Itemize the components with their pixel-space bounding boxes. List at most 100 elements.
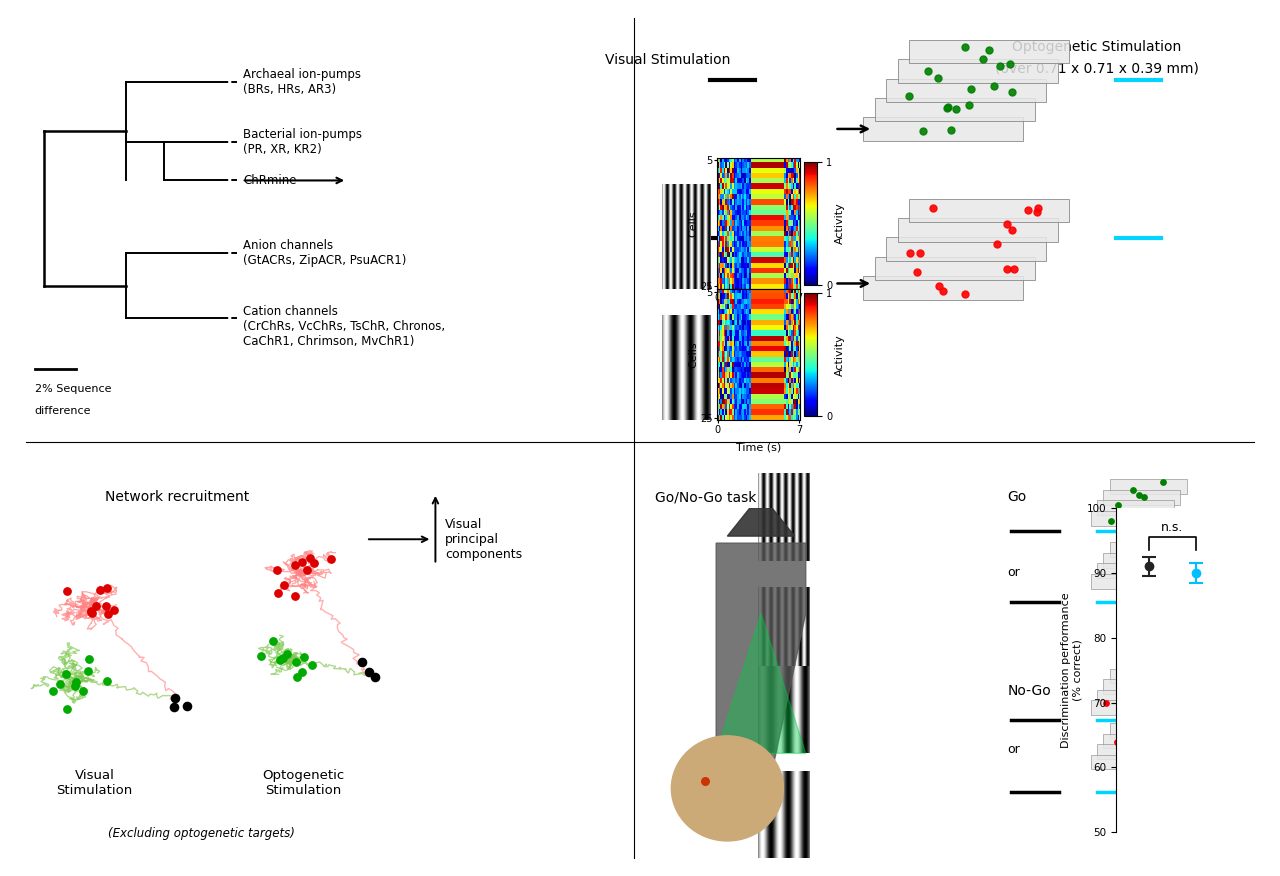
FancyBboxPatch shape xyxy=(1103,679,1180,694)
Point xyxy=(1128,754,1148,768)
Point xyxy=(1157,724,1178,738)
Point xyxy=(955,39,975,53)
Point xyxy=(973,52,993,66)
Point xyxy=(1151,680,1171,694)
FancyBboxPatch shape xyxy=(899,60,1059,83)
Text: Visual Stimulation: Visual Stimulation xyxy=(605,53,731,67)
Point xyxy=(104,604,124,618)
Point xyxy=(284,558,305,572)
Text: (Excluding optogenetic targets): (Excluding optogenetic targets) xyxy=(109,827,296,840)
Y-axis label: Activity: Activity xyxy=(836,202,845,244)
Point xyxy=(81,605,101,619)
Point xyxy=(946,102,966,117)
FancyBboxPatch shape xyxy=(1091,755,1167,769)
Point xyxy=(365,670,385,684)
Point xyxy=(1120,569,1140,583)
Point xyxy=(1114,507,1134,521)
Point xyxy=(1114,505,1134,519)
Point xyxy=(1152,476,1172,490)
Point xyxy=(1123,483,1143,497)
Point xyxy=(1112,689,1133,703)
Point xyxy=(1106,735,1126,749)
Point xyxy=(164,700,184,714)
FancyBboxPatch shape xyxy=(910,40,1070,63)
Y-axis label: Activity: Activity xyxy=(836,334,845,376)
Text: Anion channels
(GtACRs, ZipACR, PsuACR1): Anion channels (GtACRs, ZipACR, PsuACR1) xyxy=(243,239,406,267)
Point xyxy=(996,217,1016,231)
Point xyxy=(1000,57,1020,71)
Point xyxy=(273,651,293,665)
Point xyxy=(937,101,957,115)
Text: or: or xyxy=(1007,743,1020,756)
FancyBboxPatch shape xyxy=(886,237,1047,261)
FancyBboxPatch shape xyxy=(1097,500,1174,515)
Point xyxy=(300,551,320,565)
Y-axis label: Discrimination performance
(% correct): Discrimination performance (% correct) xyxy=(1061,592,1083,748)
FancyBboxPatch shape xyxy=(1103,553,1180,568)
Point xyxy=(984,79,1005,93)
Text: or: or xyxy=(1007,567,1020,579)
FancyBboxPatch shape xyxy=(876,98,1036,122)
FancyBboxPatch shape xyxy=(1091,574,1167,589)
Point xyxy=(1028,201,1048,215)
Point xyxy=(293,650,314,664)
Text: No-Go: No-Go xyxy=(1007,683,1051,697)
Point xyxy=(352,655,372,669)
Point xyxy=(991,60,1011,74)
Point xyxy=(78,664,99,678)
Point xyxy=(358,666,379,680)
Point xyxy=(1152,720,1172,734)
Point xyxy=(1111,553,1132,567)
Point xyxy=(165,691,186,705)
Point xyxy=(1121,745,1142,759)
Point xyxy=(274,577,294,591)
Point xyxy=(86,599,106,613)
Point xyxy=(285,655,306,669)
FancyBboxPatch shape xyxy=(1097,689,1174,704)
Text: Visual
Stimulation: Visual Stimulation xyxy=(56,769,133,797)
Point xyxy=(955,287,975,301)
FancyBboxPatch shape xyxy=(1110,724,1187,738)
Text: Cation channels
(CrChRs, VcChRs, TsChR, Chronos,
CaChR1, Chrimson, MvChR1): Cation channels (CrChRs, VcChRs, TsChR, … xyxy=(243,305,445,348)
Point xyxy=(961,82,982,96)
Point xyxy=(900,246,920,260)
FancyBboxPatch shape xyxy=(1110,542,1187,557)
Point xyxy=(928,279,948,293)
FancyBboxPatch shape xyxy=(1097,745,1174,759)
Point xyxy=(58,584,78,598)
FancyBboxPatch shape xyxy=(899,218,1059,242)
Text: difference: difference xyxy=(35,406,91,416)
Point xyxy=(918,64,938,78)
Point xyxy=(1123,687,1143,701)
FancyBboxPatch shape xyxy=(864,117,1024,141)
Point xyxy=(899,88,919,102)
FancyBboxPatch shape xyxy=(864,276,1024,300)
Point xyxy=(1116,735,1137,749)
Point xyxy=(276,647,297,661)
Point xyxy=(78,653,99,667)
Point xyxy=(284,590,305,604)
Point xyxy=(1124,744,1144,758)
Point xyxy=(302,658,323,672)
Point xyxy=(959,98,979,112)
Point xyxy=(937,101,957,115)
Point xyxy=(1018,203,1038,217)
Point xyxy=(266,563,287,577)
Point xyxy=(1148,667,1169,681)
Point xyxy=(262,634,283,648)
Point xyxy=(987,237,1007,251)
Text: Optogenetic
Stimulation: Optogenetic Stimulation xyxy=(262,769,344,797)
FancyBboxPatch shape xyxy=(1097,563,1174,578)
Y-axis label: Cells: Cells xyxy=(689,210,699,237)
Point xyxy=(297,563,317,577)
Point xyxy=(997,262,1018,276)
Point xyxy=(1027,205,1047,219)
Point xyxy=(1153,540,1174,554)
Text: (over 0.71 x 0.71 x 0.39 mm): (over 0.71 x 0.71 x 0.39 mm) xyxy=(995,62,1199,76)
Text: Time (s): Time (s) xyxy=(736,442,781,452)
Point xyxy=(1134,491,1155,505)
Point xyxy=(1108,498,1129,512)
Text: Go/No-Go task: Go/No-Go task xyxy=(655,491,756,505)
Point xyxy=(1101,513,1121,527)
Point xyxy=(305,556,325,570)
